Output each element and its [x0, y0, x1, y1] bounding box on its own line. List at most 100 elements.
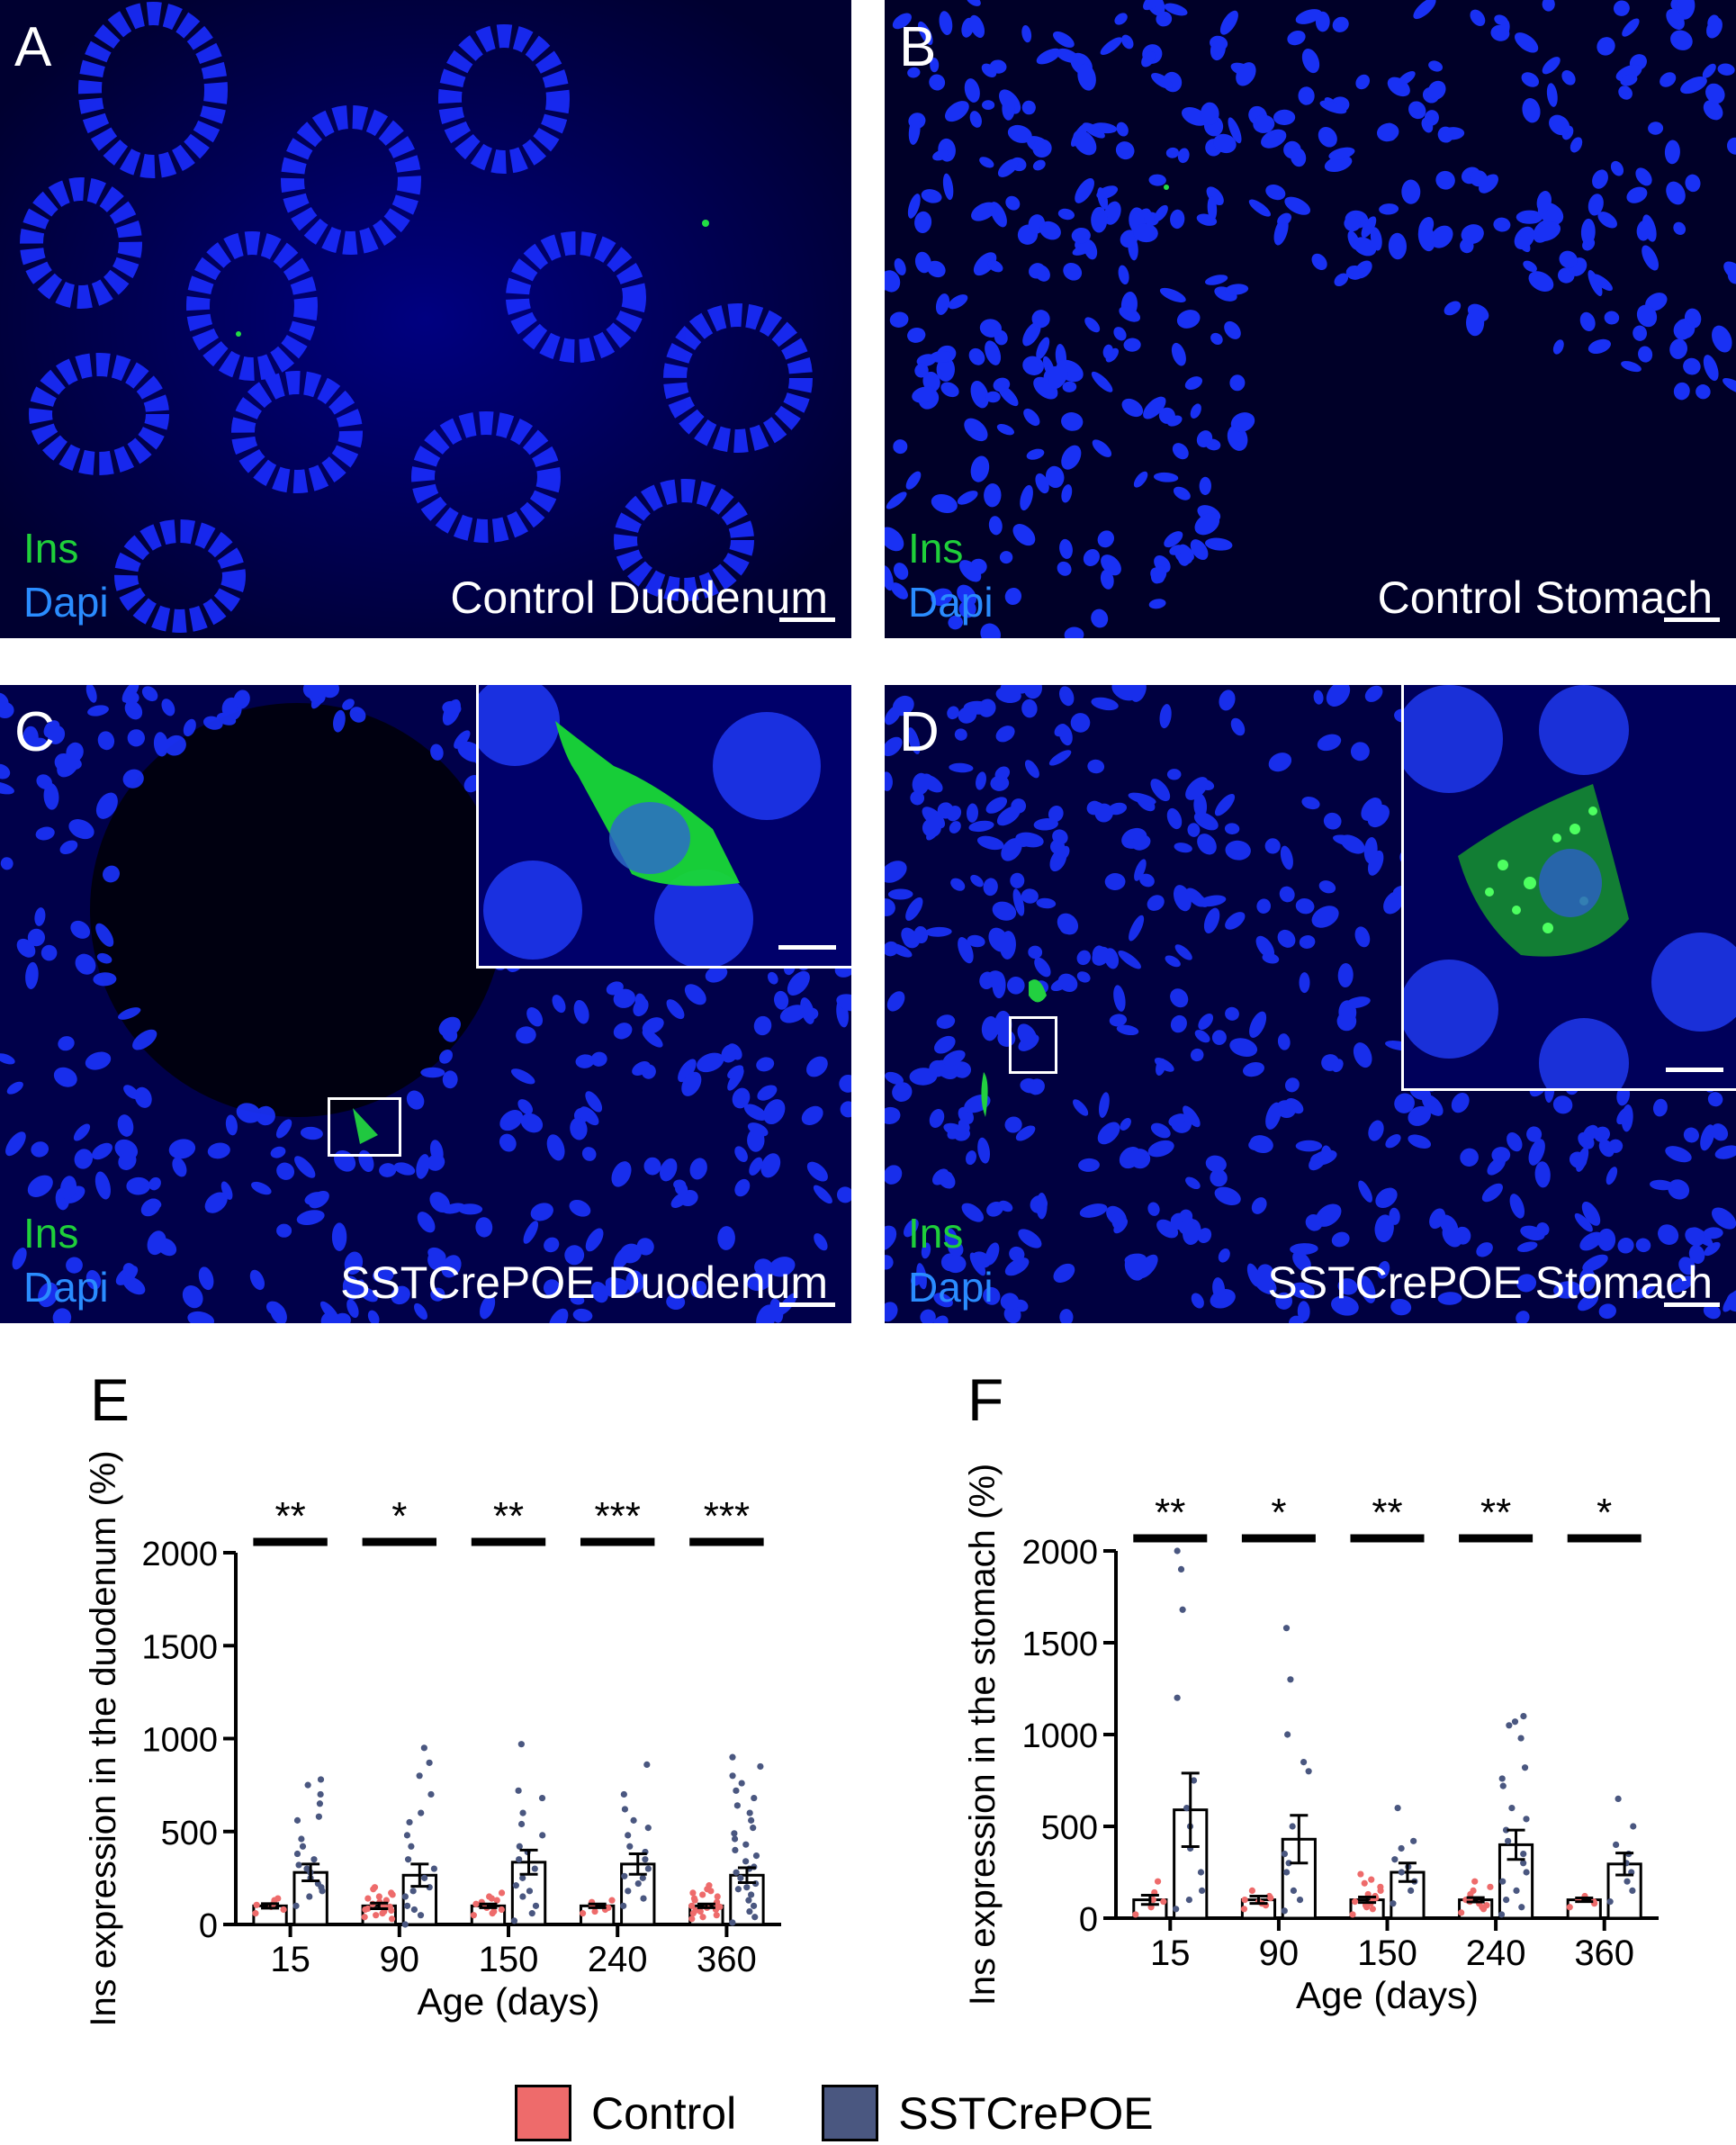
data-point-control: [689, 1889, 697, 1897]
dapi-stain-label: Dapi: [23, 1263, 109, 1311]
data-point-sstcrepoe: [515, 1787, 522, 1794]
data-point-sstcrepoe: [750, 1825, 757, 1832]
data-point-control: [697, 1907, 704, 1915]
data-point-sstcrepoe: [304, 1781, 311, 1789]
data-point-sstcrepoe: [734, 1886, 742, 1893]
panel-c-sst-duodenum: C Ins Dapi SSTCrePOE Duodenum: [0, 685, 851, 1323]
data-point-sstcrepoe: [733, 1787, 740, 1794]
data-point-sstcrepoe: [742, 1858, 750, 1865]
legend-item-sst: SSTCrePOE: [822, 2085, 1154, 2141]
ins-stain-label: Ins: [23, 525, 79, 572]
data-point-sstcrepoe: [310, 1856, 318, 1863]
significance-marker: ***: [704, 1494, 750, 1538]
data-point-control: [1248, 1887, 1256, 1894]
significance-marker: **: [1372, 1491, 1402, 1535]
data-point-control: [713, 1912, 720, 1919]
data-point-control: [488, 1895, 495, 1902]
data-point-sstcrepoe: [409, 1888, 417, 1895]
panel-c-caption: SSTCrePOE Duodenum: [340, 1257, 828, 1308]
data-point-sstcrepoe: [1499, 1782, 1507, 1789]
data-point-sstcrepoe: [303, 1865, 310, 1872]
data-point-control: [472, 1900, 480, 1907]
data-point-sstcrepoe: [620, 1902, 627, 1909]
significance-marker: ***: [595, 1494, 641, 1538]
x-tick-label: 150: [479, 1940, 539, 1979]
data-point-control: [1154, 1878, 1162, 1885]
data-point-control: [1369, 1906, 1376, 1913]
data-point-sstcrepoe: [531, 1865, 538, 1872]
y-tick-label: 500: [1041, 1809, 1098, 1847]
data-point-control: [692, 1906, 699, 1915]
data-point-sstcrepoe: [1523, 1869, 1530, 1876]
data-point-sstcrepoe: [621, 1806, 629, 1813]
data-point-control: [688, 1915, 696, 1923]
dapi-stain-label: Dapi: [908, 578, 994, 626]
data-point-sstcrepoe: [1177, 1565, 1185, 1573]
data-point-sstcrepoe: [1518, 1904, 1525, 1911]
data-point-sstcrepoe: [630, 1816, 637, 1824]
panel-b-letter: B: [899, 16, 937, 78]
y-tick-label: 2000: [1021, 1534, 1098, 1572]
y-axis-label: Ins expression in the stomach (%): [963, 1464, 1003, 2005]
data-point-control: [274, 1895, 282, 1902]
data-point-control: [1160, 1898, 1167, 1906]
panel-d-caption: SSTCrePOE Stomach: [1267, 1257, 1713, 1308]
panel-d-sst-stomach: D Ins Dapi SSTCrePOE Stomach: [885, 685, 1736, 1323]
x-tick-label: 150: [1357, 1933, 1417, 1973]
data-point-control: [690, 1895, 698, 1902]
data-point-control: [361, 1914, 368, 1921]
data-point-sstcrepoe: [430, 1865, 438, 1872]
data-point-sstcrepoe: [1499, 1878, 1507, 1885]
data-point-control: [375, 1893, 382, 1900]
data-point-control: [716, 1903, 724, 1910]
x-tick-label: 90: [1259, 1933, 1300, 1973]
scale-bar-a: [779, 617, 835, 622]
data-point-sstcrepoe: [1498, 1911, 1506, 1918]
x-tick-label: 240: [1466, 1933, 1526, 1973]
data-point-sstcrepoe: [1305, 1768, 1312, 1775]
data-point-sstcrepoe: [625, 1888, 632, 1895]
ins-stain-label: Ins: [23, 1210, 79, 1257]
panel-b-control-stomach: B Ins Dapi Control Stomach: [885, 0, 1736, 638]
data-point-sstcrepoe: [750, 1902, 758, 1909]
data-point-sstcrepoe: [640, 1895, 647, 1902]
data-point-sstcrepoe: [519, 1809, 526, 1816]
y-tick-label: 1500: [1021, 1626, 1098, 1663]
data-point-control: [699, 1891, 706, 1898]
data-point-sstcrepoe: [1520, 1860, 1527, 1867]
data-point-control: [1487, 1883, 1494, 1890]
data-point-control: [280, 1906, 287, 1914]
data-point-sstcrepoe: [315, 1813, 322, 1820]
data-point-control: [1458, 1909, 1465, 1916]
data-point-sstcrepoe: [1285, 1860, 1292, 1867]
data-point-sstcrepoe: [1282, 1625, 1291, 1632]
data-point-control: [699, 1914, 706, 1921]
data-point-sstcrepoe: [643, 1761, 651, 1769]
data-point-control: [608, 1897, 616, 1904]
x-tick-label: 15: [270, 1940, 310, 1979]
data-point-sstcrepoe: [293, 1850, 301, 1858]
data-point-sstcrepoe: [539, 1832, 546, 1839]
data-point-sstcrepoe: [1287, 1676, 1294, 1683]
data-point-control: [605, 1904, 612, 1912]
data-point-sstcrepoe: [621, 1872, 628, 1879]
data-point-control: [1368, 1876, 1375, 1883]
data-point-sstcrepoe: [298, 1835, 305, 1843]
chart-e-duodenum: Ins expression in the duodenum (%) 0 500 10…: [84, 1450, 781, 2027]
data-point-sstcrepoe: [1408, 1887, 1415, 1894]
roi-box-d: [1009, 1016, 1057, 1074]
data-point-sstcrepoe: [639, 1874, 646, 1881]
data-point-sstcrepoe: [408, 1843, 415, 1850]
data-point-sstcrepoe: [1398, 1869, 1405, 1876]
data-point-control: [370, 1886, 377, 1893]
data-point-sstcrepoe: [745, 1897, 752, 1904]
data-point-control: [706, 1882, 713, 1889]
data-point-control: [1590, 1898, 1597, 1906]
data-point-sstcrepoe: [1606, 1898, 1614, 1906]
data-point-control: [591, 1907, 598, 1915]
data-point-sstcrepoe: [620, 1790, 627, 1798]
data-point-sstcrepoe: [512, 1882, 519, 1889]
data-point-sstcrepoe: [1629, 1887, 1636, 1894]
y-tick-label: 1500: [141, 1628, 218, 1666]
data-point-control: [498, 1889, 506, 1897]
